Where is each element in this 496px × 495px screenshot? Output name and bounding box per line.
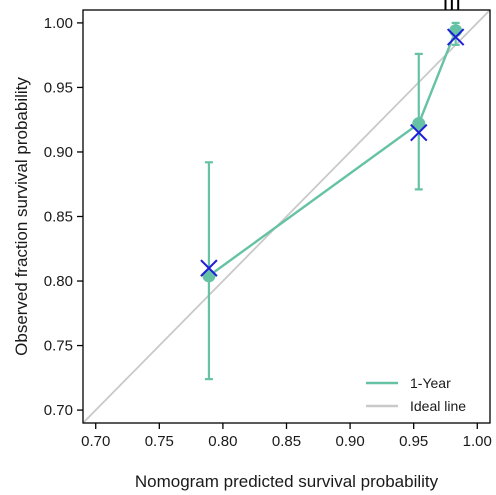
cross-marker-0 xyxy=(200,259,218,277)
y-axis-label: Observed fraction survival probability xyxy=(12,77,31,356)
y-tick-label-4: 0.90 xyxy=(44,144,73,161)
x-axis-ticks: 0.70 0.75 0.80 0.85 0.90 0.95 1.00 xyxy=(81,423,492,450)
x-tick-label-4: 0.90 xyxy=(335,433,364,450)
y-tick-label-2: 0.80 xyxy=(44,273,73,290)
cross-stroke-b xyxy=(200,259,218,277)
ideal-line xyxy=(82,9,491,424)
y-tick-label-3: 0.85 xyxy=(44,209,73,226)
y-tick-label-0: 0.70 xyxy=(44,402,73,419)
legend-label-1-year: 1-Year xyxy=(410,375,451,391)
legend: 1-Year Ideal line xyxy=(366,375,466,414)
data-point-1 xyxy=(412,117,426,131)
cross-stroke-b xyxy=(446,28,465,46)
cross-stroke-b xyxy=(410,123,428,142)
y-tick-label-6: 1.00 xyxy=(44,15,73,32)
error-bars xyxy=(204,21,460,381)
x-tick-label-6: 1.00 xyxy=(463,433,492,450)
x-tick-label-0: 0.70 xyxy=(81,433,110,450)
x-tick-label-2: 0.80 xyxy=(208,433,237,450)
x-axis-label: Nomogram predicted survival probability xyxy=(135,472,439,491)
x-tick-label-1: 0.75 xyxy=(145,433,174,450)
cross-marker-2 xyxy=(446,28,465,46)
rug-ticks xyxy=(444,0,460,10)
y-axis-ticks: 0.70 0.75 0.80 0.85 0.90 0.95 1.00 xyxy=(44,15,83,419)
x-tick-label-5: 0.95 xyxy=(399,433,428,450)
legend-label-ideal-line: Ideal line xyxy=(410,398,466,414)
cross-marker-1 xyxy=(410,123,428,142)
data-points xyxy=(202,24,463,283)
data-point-2 xyxy=(449,24,463,38)
x-tick-label-3: 0.85 xyxy=(272,433,301,450)
bias-corrected-markers xyxy=(200,28,465,277)
y-tick-label-1: 0.75 xyxy=(44,338,73,355)
y-tick-label-5: 0.95 xyxy=(44,79,73,96)
